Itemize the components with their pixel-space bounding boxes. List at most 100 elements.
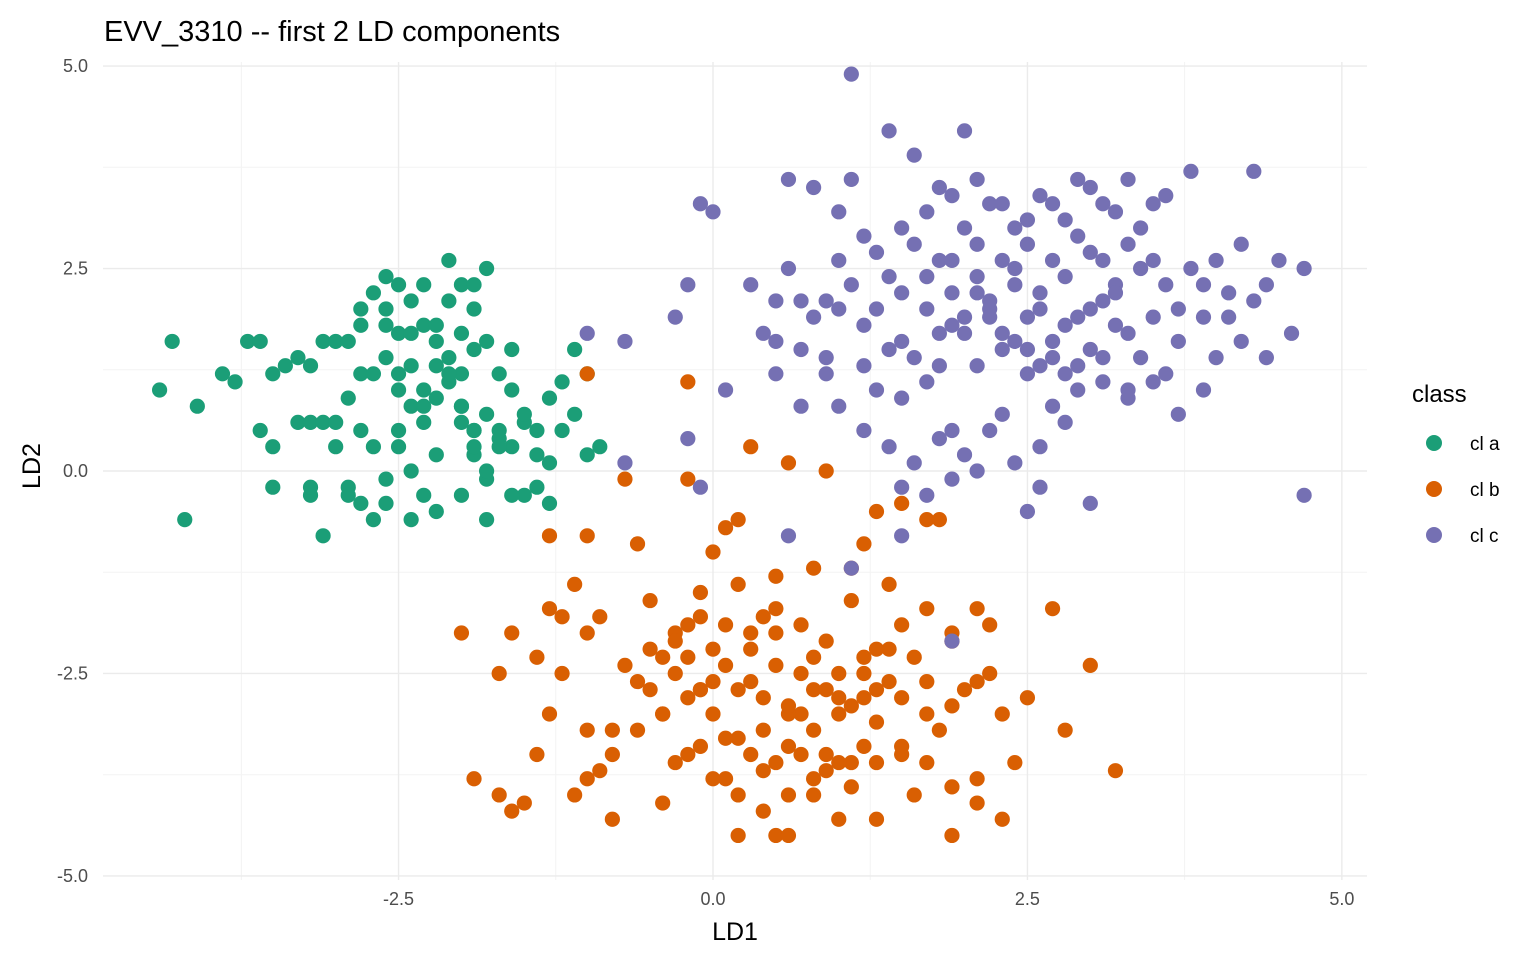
data-point — [1183, 163, 1199, 179]
data-point — [516, 487, 532, 503]
data-point — [1195, 309, 1212, 325]
data-point — [843, 66, 859, 82]
data-point — [818, 366, 834, 382]
legend-key — [1426, 481, 1442, 497]
data-point — [579, 325, 595, 341]
data-point — [1007, 220, 1023, 236]
data-point — [944, 633, 960, 649]
data-point — [567, 406, 583, 422]
data-point — [403, 511, 419, 528]
data-point — [453, 398, 470, 414]
data-point — [730, 730, 746, 746]
data-point — [894, 528, 910, 544]
data-point — [894, 495, 910, 511]
data-point — [868, 811, 885, 827]
data-point — [831, 301, 847, 317]
data-point — [541, 601, 558, 617]
data-point — [868, 714, 885, 730]
data-point — [868, 682, 885, 698]
data-point — [843, 754, 859, 771]
data-point — [592, 439, 608, 455]
data-point — [680, 374, 696, 390]
data-point — [768, 601, 784, 617]
data-point — [856, 690, 872, 706]
data-point — [1007, 333, 1023, 350]
data-point — [856, 358, 872, 374]
data-point — [755, 803, 771, 819]
data-point — [453, 625, 470, 641]
data-point — [969, 171, 985, 188]
y-tick-label: 0.0 — [63, 461, 88, 481]
x-axis-ticks: -2.5 0.0 2.5 5.0 — [383, 889, 1354, 909]
data-point — [894, 617, 910, 633]
data-point — [302, 414, 319, 431]
data-point — [894, 333, 910, 350]
data-point — [567, 576, 583, 592]
data-point — [680, 471, 696, 487]
data-point — [881, 341, 897, 358]
data-point — [1032, 358, 1048, 374]
data-point — [365, 366, 382, 382]
legend-label: cl b — [1470, 480, 1500, 501]
data-point — [1120, 382, 1136, 398]
data-point — [1246, 293, 1262, 309]
data-point — [1183, 260, 1199, 277]
data-point — [504, 439, 520, 455]
data-point — [868, 244, 885, 260]
data-point — [1170, 333, 1186, 350]
data-point — [1095, 350, 1111, 366]
data-point — [793, 665, 809, 682]
data-point — [466, 439, 482, 455]
data-point — [717, 657, 734, 673]
data-point — [806, 722, 822, 738]
data-point — [441, 366, 457, 382]
data-point — [340, 333, 356, 350]
series-cl-a — [151, 252, 608, 544]
data-point — [642, 592, 658, 609]
data-point — [1019, 212, 1036, 228]
data-point — [541, 455, 558, 471]
data-point — [856, 665, 872, 682]
y-tick-label: -5.0 — [57, 866, 88, 886]
data-point — [705, 673, 721, 690]
data-point — [806, 771, 822, 787]
data-point — [969, 795, 985, 811]
data-point — [1233, 333, 1249, 350]
data-point — [1120, 236, 1136, 252]
y-tick-label: 2.5 — [63, 259, 88, 279]
data-point — [919, 301, 935, 317]
data-point — [906, 455, 922, 471]
data-point — [906, 649, 922, 665]
data-point — [541, 390, 558, 406]
data-point — [793, 293, 809, 309]
data-point — [1057, 212, 1073, 228]
data-point — [453, 414, 470, 431]
data-point — [252, 333, 268, 350]
data-point — [806, 682, 822, 698]
data-point — [768, 568, 784, 584]
data-point — [655, 706, 671, 722]
data-point — [692, 609, 709, 625]
data-point — [428, 447, 444, 463]
data-point — [378, 301, 394, 317]
data-point — [667, 754, 683, 771]
data-point — [780, 455, 797, 471]
data-point — [1296, 260, 1312, 277]
data-point — [931, 252, 947, 269]
data-point — [466, 771, 482, 787]
legend-key — [1426, 435, 1442, 451]
data-point — [919, 204, 935, 220]
data-point — [1271, 252, 1287, 269]
data-point — [793, 398, 809, 414]
data-point — [944, 471, 960, 487]
data-point — [504, 487, 520, 503]
data-point — [994, 325, 1010, 341]
data-point — [730, 827, 746, 844]
data-point — [1057, 317, 1073, 333]
data-point — [667, 665, 683, 682]
data-point — [277, 358, 293, 374]
data-point — [403, 325, 419, 341]
data-point — [390, 439, 407, 455]
data-point — [818, 293, 834, 309]
legend-items: cl a cl b cl c — [1426, 434, 1500, 547]
